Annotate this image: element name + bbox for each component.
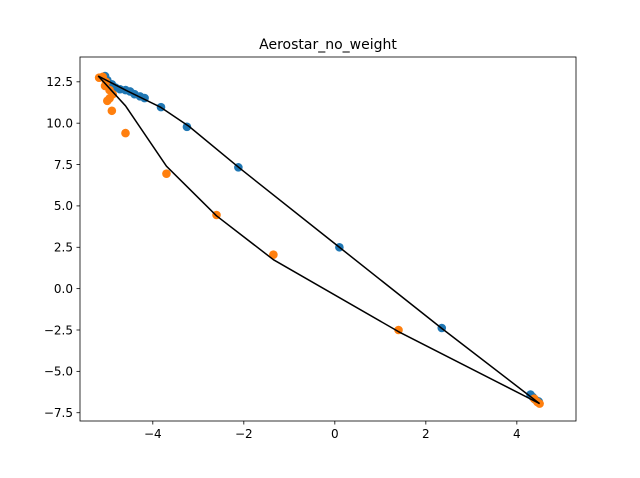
series-2-point-11	[162, 169, 171, 178]
y-tick-label-2: −5.0	[44, 365, 73, 379]
x-tick-label-2: −2	[235, 427, 253, 441]
y-tick-label-9: 12.5	[46, 75, 73, 89]
y-tick-label-7: 7.5	[54, 158, 73, 172]
series-2-point-9	[108, 106, 117, 115]
x-tick-label-1: −4	[144, 427, 162, 441]
x-tick-label-4: 2	[422, 427, 430, 441]
y-tick-label-1: −7.5	[44, 406, 73, 420]
series-2-point-8	[103, 97, 112, 106]
chart-title: Aerostar_no_weight	[259, 37, 397, 53]
x-tick-label-5: 4	[513, 427, 521, 441]
y-tick-label-6: 5.0	[54, 199, 73, 213]
y-tick-label-5: 2.5	[54, 241, 73, 255]
series-2-point-10	[121, 129, 130, 138]
y-tick-label-3: −2.5	[44, 323, 73, 337]
y-tick-label-4: 0.0	[54, 282, 73, 296]
y-tick-label-8: 10.0	[46, 116, 73, 130]
x-tick-label-3: 0	[331, 427, 339, 441]
